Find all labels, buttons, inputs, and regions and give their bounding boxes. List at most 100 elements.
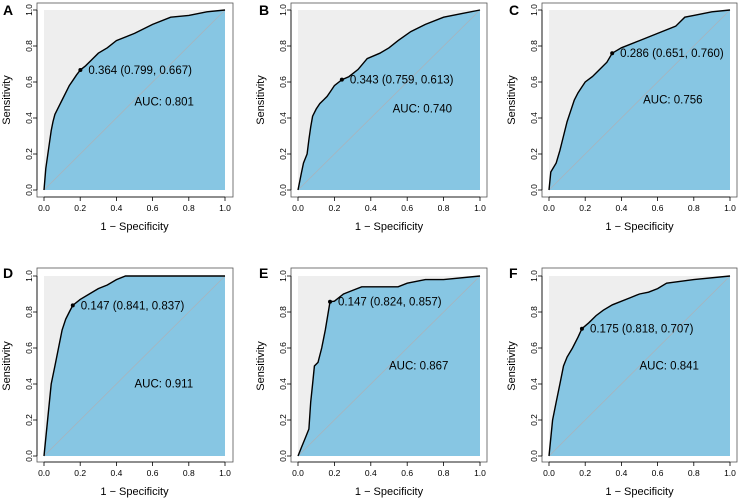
roc-curve xyxy=(43,275,225,457)
x-axis-label: 1 − Specificity xyxy=(355,221,424,233)
reference-diagonal xyxy=(297,9,481,191)
x-tick-label: 0.2 xyxy=(328,468,340,478)
y-tick-label: 0.8 xyxy=(278,306,288,318)
threshold-label: 0.175 (0.818, 0.707) xyxy=(590,324,694,336)
x-axis-label: 1 − Specificity xyxy=(355,486,424,498)
x-tick-label: 0.4 xyxy=(110,468,122,478)
x-tick-label: 0.8 xyxy=(688,468,700,478)
roc-curve xyxy=(297,9,481,191)
x-tick-label: 0.6 xyxy=(652,468,664,478)
y-tick-label: 0.2 xyxy=(24,148,34,160)
threshold-point xyxy=(70,303,75,308)
roc-curve xyxy=(43,9,226,191)
x-tick-label: 0.8 xyxy=(183,203,195,213)
x-tick-label: 0.6 xyxy=(401,468,413,478)
y-tick-label: 0.2 xyxy=(24,414,34,426)
threshold-point xyxy=(610,51,615,56)
reference-diagonal xyxy=(43,275,226,457)
y-tick-label: 0.2 xyxy=(278,148,288,160)
threshold-point xyxy=(579,326,584,331)
y-tick-label: 0.4 xyxy=(529,378,539,390)
y-tick-label: 1.0 xyxy=(529,270,539,282)
y-tick-label: 0.8 xyxy=(529,40,539,52)
y-tick-label: 1.0 xyxy=(24,270,34,282)
y-tick-label: 0.0 xyxy=(529,184,539,196)
y-tick-label: 0.6 xyxy=(278,76,288,88)
roc-panel-d: 0.0 0.2 0.4 0.6 0.8 1.0 1 − Specificity 0.0 0.2 0… xyxy=(1,265,234,498)
y-tick-label: 0.4 xyxy=(529,112,539,124)
x-axis-label: 1 − Specificity xyxy=(100,486,169,498)
x-tick-label: 1.0 xyxy=(474,203,486,213)
reference-diagonal xyxy=(297,275,481,457)
x-tick-label: 0.8 xyxy=(183,468,195,478)
x-tick-label: 0.0 xyxy=(543,203,555,213)
roc-curve xyxy=(548,9,731,191)
y-tick-label: 0.4 xyxy=(278,112,288,124)
roc-panel-c: 0.0 0.2 0.4 0.6 0.8 1.0 1 − Specificity 0.0 0.2 0… xyxy=(506,2,738,233)
y-tick-label: 0.6 xyxy=(278,342,288,354)
y-tick-label: 0.0 xyxy=(278,184,288,196)
x-tick-label: 0.6 xyxy=(147,468,159,478)
y-tick-label: 0.8 xyxy=(529,306,539,318)
auc-label: AUC: 0.911 xyxy=(135,379,194,391)
y-tick-label: 0.6 xyxy=(24,342,34,354)
x-tick-label: 0.0 xyxy=(38,203,50,213)
x-tick-label: 1.0 xyxy=(724,468,736,478)
y-tick-label: 1.0 xyxy=(529,4,539,16)
x-axis-label: 1 − Specificity xyxy=(100,221,169,233)
x-tick-label: 0.6 xyxy=(652,203,664,213)
panel-label: D xyxy=(3,265,13,281)
threshold-label: 0.147 (0.841, 0.837) xyxy=(81,300,185,312)
y-axis-label: Sensitivity xyxy=(255,341,267,391)
y-tick-label: 0.6 xyxy=(24,76,34,88)
threshold-label: 0.286 (0.651, 0.760) xyxy=(620,48,724,60)
roc-panel-e: 0.0 0.2 0.4 0.6 0.8 1.0 1 − Specificity 0.0 0.2 0… xyxy=(255,265,488,498)
y-tick-label: 0.0 xyxy=(278,450,288,462)
roc-curve xyxy=(548,275,731,457)
x-tick-label: 0.8 xyxy=(688,203,700,213)
x-tick-label: 0.4 xyxy=(365,203,377,213)
y-axis-label: Sensitivity xyxy=(1,341,13,391)
x-tick-label: 0.0 xyxy=(292,203,304,213)
x-tick-label: 0.8 xyxy=(438,203,450,213)
y-axis-label: Sensitivity xyxy=(506,341,518,391)
reference-diagonal xyxy=(548,275,731,457)
panel-label: B xyxy=(259,2,269,18)
y-tick-label: 1.0 xyxy=(278,270,288,282)
auc-label: AUC: 0.867 xyxy=(389,361,448,373)
x-tick-label: 0.2 xyxy=(579,203,591,213)
y-tick-label: 0.2 xyxy=(529,414,539,426)
threshold-point xyxy=(78,67,83,72)
y-tick-label: 0.8 xyxy=(24,306,34,318)
x-axis-label: 1 − Specificity xyxy=(605,486,674,498)
x-tick-label: 1.0 xyxy=(724,203,736,213)
y-tick-label: 0.2 xyxy=(529,148,539,160)
auc-label: AUC: 0.740 xyxy=(393,104,452,116)
roc-panel-b: 0.0 0.2 0.4 0.6 0.8 1.0 1 − Specificity 0.0 0.2 0… xyxy=(255,2,488,233)
x-tick-label: 1.0 xyxy=(474,468,486,478)
auc-label: AUC: 0.801 xyxy=(135,96,194,108)
x-tick-label: 0.0 xyxy=(543,468,555,478)
x-tick-label: 0.2 xyxy=(74,468,86,478)
y-tick-label: 0.0 xyxy=(24,184,34,196)
x-tick-label: 0.2 xyxy=(328,203,340,213)
y-tick-label: 0.6 xyxy=(529,76,539,88)
auc-label: AUC: 0.756 xyxy=(643,95,702,107)
x-tick-label: 0.4 xyxy=(110,203,122,213)
y-tick-label: 0.4 xyxy=(24,378,34,390)
x-tick-label: 0.4 xyxy=(365,468,377,478)
threshold-label: 0.147 (0.824, 0.857) xyxy=(338,297,442,309)
y-axis-label: Sensitivity xyxy=(506,75,518,125)
roc-panel-a: 0.0 0.2 0.4 0.6 0.8 1.0 1 − Specificity 0.0 0.2 0… xyxy=(1,2,234,233)
x-axis-label: 1 − Specificity xyxy=(605,221,674,233)
y-tick-label: 0.8 xyxy=(278,40,288,52)
y-tick-label: 1.0 xyxy=(278,4,288,16)
reference-diagonal xyxy=(43,9,226,191)
y-tick-label: 0.6 xyxy=(529,342,539,354)
y-axis-label: Sensitivity xyxy=(1,75,13,125)
y-tick-label: 0.0 xyxy=(24,450,34,462)
roc-panel-f: 0.0 0.2 0.4 0.6 0.8 1.0 1 − Specificity 0.0 0.2 0… xyxy=(506,265,738,498)
y-axis-label: Sensitivity xyxy=(255,75,267,125)
y-tick-label: 0.2 xyxy=(278,414,288,426)
